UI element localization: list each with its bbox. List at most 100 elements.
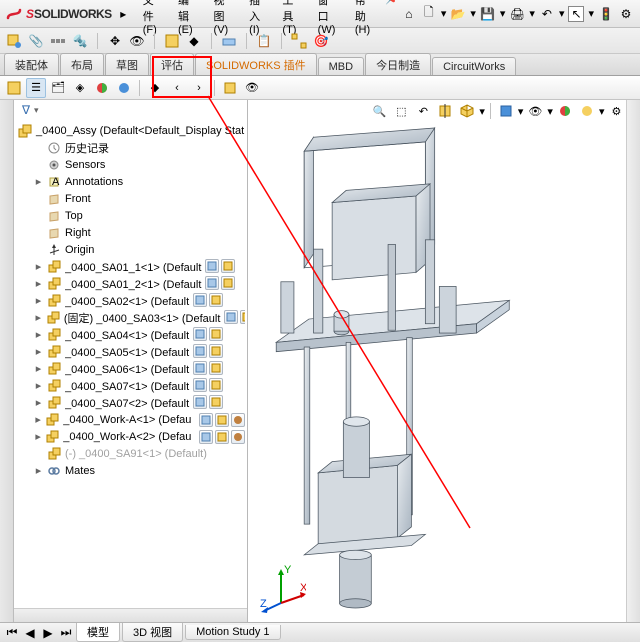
undo-icon[interactable]: ↶	[539, 6, 555, 22]
transparency-icon[interactable]	[231, 430, 245, 444]
hide-show-icon[interactable]	[205, 259, 219, 273]
tree-node[interactable]: ▸AAnnotations	[16, 173, 245, 190]
print-icon[interactable]: 🖨	[509, 6, 525, 22]
fm-appearance-icon[interactable]	[114, 78, 134, 98]
expand-icon[interactable]: ▸	[34, 294, 43, 307]
tab-circuitworks[interactable]: CircuitWorks	[432, 57, 516, 75]
hide-show-icon[interactable]	[193, 361, 207, 375]
tree-part-node[interactable]: ▸_0400_SA01_1<1> (Default	[16, 258, 245, 275]
rebuild-icon[interactable]: 🚦	[598, 6, 614, 22]
hide-show-icon[interactable]	[193, 395, 207, 409]
fm-display-icon[interactable]	[92, 78, 112, 98]
back-icon[interactable]: ‹	[167, 78, 187, 98]
hide-show-icon[interactable]	[193, 327, 207, 341]
new-motion-icon[interactable]	[221, 33, 237, 49]
expand-icon[interactable]: ▸	[34, 311, 43, 324]
btab-model[interactable]: 模型	[76, 623, 120, 642]
expand-icon[interactable]: ▸	[34, 260, 43, 273]
expand-icon[interactable]: ▸	[34, 345, 43, 358]
tab-manufacture[interactable]: 今日制造	[365, 53, 431, 75]
fm-dimxpert-icon[interactable]: ◈	[70, 78, 90, 98]
hide-show-icon[interactable]	[205, 276, 219, 290]
tab-nav-prev-icon[interactable]: ◀	[22, 625, 38, 641]
display-mode-icon[interactable]	[221, 259, 235, 273]
hide-show-icon[interactable]: ◆	[145, 78, 165, 98]
tree-part-node[interactable]: ▸Mates	[16, 462, 245, 479]
display-mode-icon[interactable]	[240, 310, 245, 324]
display-mode-icon[interactable]	[215, 413, 229, 427]
fm-config-icon[interactable]: 🗂	[48, 78, 68, 98]
tab-nav-last-icon[interactable]: ⏭	[58, 625, 74, 641]
tab-evaluate[interactable]: 评估	[150, 53, 194, 75]
options-icon[interactable]: ⚙	[618, 6, 634, 22]
move-component-icon[interactable]: ✥	[107, 33, 123, 49]
expand-icon[interactable]: ▸	[34, 362, 43, 375]
view-triad[interactable]: Y X Z	[256, 563, 306, 616]
tab-addins[interactable]: SOLIDWORKS 插件	[195, 53, 317, 75]
btab-3dview[interactable]: 3D 视图	[122, 623, 183, 642]
expand-icon[interactable]: ▸	[34, 379, 43, 392]
fm-tree-icon[interactable]	[4, 78, 24, 98]
tree-part-node[interactable]: ▸_0400_SA07<1> (Default	[16, 377, 245, 394]
tree-part-node[interactable]: ▸(固定) _0400_SA03<1> (Default	[16, 309, 245, 326]
expand-icon[interactable]: ▸	[34, 277, 43, 290]
tree-node[interactable]: Right	[16, 224, 245, 241]
tree-part-node[interactable]: ▸_0400_SA07<2> (Default	[16, 394, 245, 411]
graphics-viewport[interactable]: 🔍 ⬚ ↶ ▾ ▾ 👁▾ ▾ ⚙▾	[248, 100, 640, 622]
feature-tree[interactable]: _0400_Assy (Default<Default_Display Stat…	[14, 120, 247, 622]
reference-geom-icon[interactable]: ◆	[186, 33, 202, 49]
smart-fastener-icon[interactable]: 🔩	[72, 33, 88, 49]
display-mode-icon[interactable]	[221, 276, 235, 290]
tree-part-node[interactable]: ▸_0400_Work-A<2> (Default<	[16, 428, 245, 445]
display-mode-icon[interactable]	[209, 378, 223, 392]
new-doc-icon[interactable]: 🗋	[421, 6, 437, 22]
expand-icon[interactable]: ▸	[34, 413, 42, 426]
tab-layout[interactable]: 布局	[60, 53, 104, 75]
viewport-vscroll[interactable]	[626, 100, 640, 622]
hide-show-icon[interactable]	[193, 293, 207, 307]
hide-show-icon[interactable]	[224, 310, 238, 324]
display-mode-icon[interactable]	[209, 293, 223, 307]
linear-pattern-icon[interactable]	[50, 33, 66, 49]
hide-show-icon[interactable]	[193, 344, 207, 358]
pin-icon[interactable]: 📌	[385, 0, 401, 6]
btab-motion[interactable]: Motion Study 1	[185, 625, 280, 640]
eye-icon[interactable]: 👁	[242, 78, 262, 98]
home-icon[interactable]: ⌂	[401, 6, 417, 22]
fm-property-icon[interactable]: ☰	[26, 78, 46, 98]
select-icon[interactable]: ↖	[568, 6, 584, 22]
tree-part-node[interactable]: (-) _0400_SA91<1> (Default)	[16, 445, 245, 462]
dropdown-icon[interactable]: ▸	[118, 6, 129, 22]
transparency-icon[interactable]	[231, 413, 245, 427]
display-pane-icon[interactable]	[220, 78, 240, 98]
tab-mbd[interactable]: MBD	[318, 57, 364, 75]
tab-nav-first-icon[interactable]: ⏮	[4, 625, 20, 641]
mate-icon[interactable]: 📎	[28, 33, 44, 49]
instant3d-icon[interactable]: 🎯	[313, 33, 329, 49]
expand-icon[interactable]: ▸	[34, 464, 43, 477]
tree-part-node[interactable]: ▸_0400_SA05<1> (Default	[16, 343, 245, 360]
save-icon[interactable]: 💾	[480, 6, 496, 22]
collapse-icon[interactable]: ›	[189, 78, 209, 98]
tree-node[interactable]: 历史记录	[16, 139, 245, 156]
hide-show-icon[interactable]	[193, 378, 207, 392]
tree-hscroll[interactable]	[14, 608, 247, 622]
tab-nav-next-icon[interactable]: ▶	[40, 625, 56, 641]
tree-part-node[interactable]: ▸_0400_SA02<1> (Default	[16, 292, 245, 309]
tree-node[interactable]: Front	[16, 190, 245, 207]
expand-icon[interactable]: ▸	[34, 328, 43, 341]
display-mode-icon[interactable]	[209, 361, 223, 375]
expand-icon[interactable]: ▸	[34, 396, 43, 409]
task-pane-tab[interactable]	[0, 100, 14, 622]
expand-icon[interactable]: ▸	[34, 430, 42, 443]
tree-part-node[interactable]: ▸_0400_SA01_2<1> (Default	[16, 275, 245, 292]
bom-icon[interactable]: 📋	[256, 33, 272, 49]
show-hidden-icon[interactable]: 👁	[129, 33, 145, 49]
tree-node[interactable]: Top	[16, 207, 245, 224]
tree-root[interactable]: _0400_Assy (Default<Default_Display Stat	[16, 122, 245, 139]
hide-show-icon[interactable]	[199, 430, 213, 444]
tree-part-node[interactable]: ▸_0400_Work-A<1> (Default<	[16, 411, 245, 428]
tab-sketch[interactable]: 草图	[105, 53, 149, 75]
display-mode-icon[interactable]	[215, 430, 229, 444]
tree-part-node[interactable]: ▸_0400_SA06<1> (Default	[16, 360, 245, 377]
